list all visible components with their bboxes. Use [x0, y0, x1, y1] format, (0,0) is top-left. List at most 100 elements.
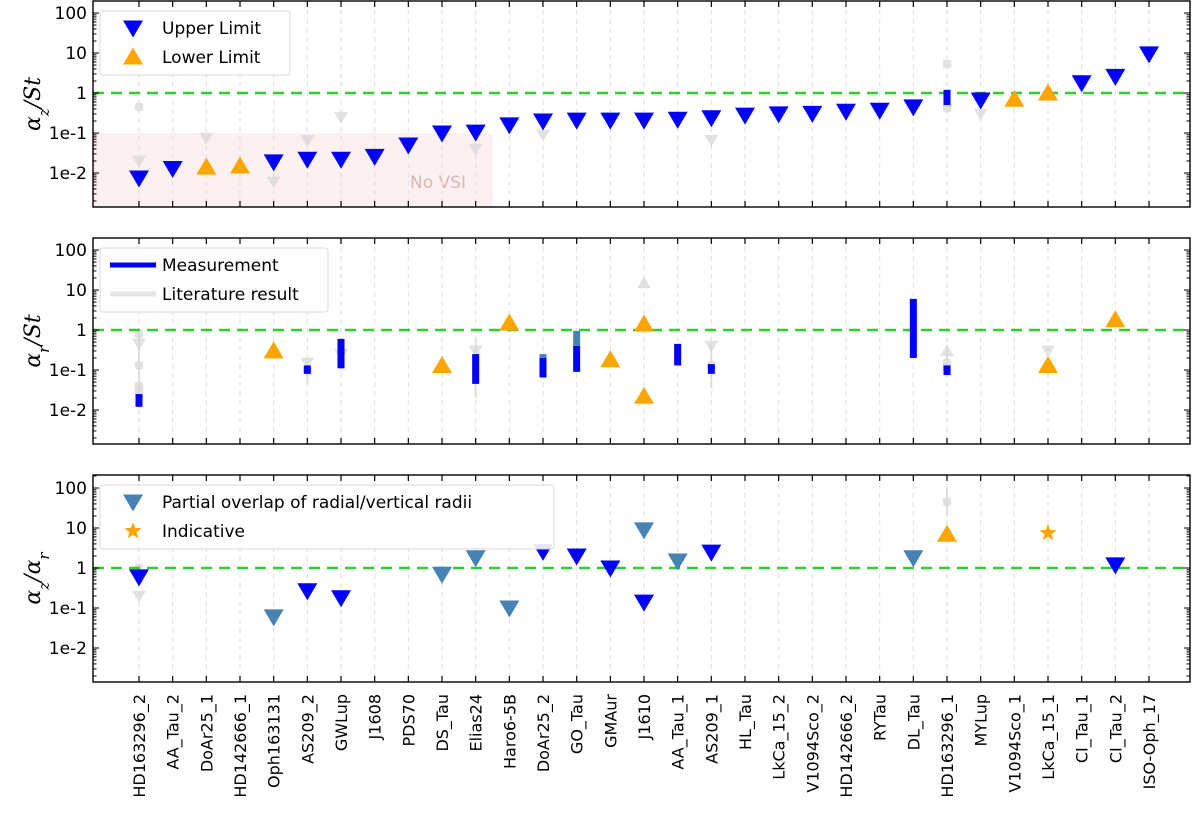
data-point-down: [364, 148, 385, 166]
measurement-bar: [472, 354, 480, 384]
data-point-up: [1038, 355, 1058, 373]
xtick-label: DoAr25_1: [197, 694, 217, 772]
measurement-bar: [135, 394, 143, 407]
xtick-label: MYLup: [972, 694, 991, 747]
xtick-label: HD142666_2: [837, 694, 857, 798]
literature-marker: [940, 344, 954, 357]
ytick-label: 10: [65, 44, 87, 64]
xtick-label: DoAr25_2: [534, 694, 554, 772]
legend-swatch-down: [123, 20, 143, 38]
axes-frame: [92, 474, 1191, 683]
no-vsi-region: [93, 133, 493, 207]
axes-frame: [92, 237, 1191, 445]
ytick-label: 1: [76, 559, 87, 579]
data-point-down: [162, 160, 183, 178]
xtick-label: DL_Tau: [904, 694, 924, 750]
data-point-up: [1004, 89, 1025, 107]
data-point-down: [297, 583, 318, 601]
legend-label: Literature result: [162, 285, 299, 305]
measurement-bar: [573, 345, 581, 372]
data-point-up: [230, 156, 250, 174]
literature-marker: [300, 357, 315, 370]
data-point-down: [566, 548, 587, 566]
measurement-bar: [909, 298, 917, 358]
literature-marker: [536, 129, 550, 142]
ytick-label: 100: [55, 241, 87, 261]
xtick-label: Haro6-5B: [500, 694, 519, 769]
literature-marker: [468, 143, 483, 156]
ytick-label: 1e-1: [49, 361, 87, 381]
data-point-down: [903, 550, 924, 568]
literature-marker: [132, 155, 146, 168]
data-point-down: [566, 112, 587, 130]
data-point-up: [937, 524, 957, 542]
literature-marker: [134, 386, 144, 396]
data-point-down: [465, 550, 486, 568]
xtick-label: CI_Tau_1: [1073, 694, 1093, 763]
legend-label: Partial overlap of radial/vertical radii: [162, 493, 472, 513]
no-vsi-label: No VSI: [410, 173, 466, 193]
xtick-label: HL_Tau: [736, 694, 756, 750]
data-point-down: [667, 111, 688, 129]
measurement-bar: [573, 330, 581, 346]
data-point-down: [1105, 557, 1126, 575]
data-point-up: [499, 313, 520, 331]
panel-3: 100 10 1 1e-1 1e-2 αz/αr Partial overlap of ra…: [21, 474, 1191, 798]
xtick-label: PDS70: [399, 694, 418, 746]
panel-1: No VSI 100 10 1 1e-1 1e-2 αz/St Upper Limit Lowe…: [21, 0, 1191, 208]
literature-marker: [973, 108, 988, 121]
legend-box: [99, 10, 291, 76]
panel-2: 100 10 1 1e-1 1e-2 αr/St Measurement Literature…: [21, 237, 1191, 445]
data-point-down: [129, 170, 149, 188]
ytick-label: 1e-2: [49, 401, 87, 421]
measurement-bar: [539, 357, 547, 378]
data-point-down: [836, 103, 856, 121]
data-point-down: [869, 102, 890, 120]
legend-box: [99, 484, 555, 550]
data-point-down: [600, 560, 621, 578]
literature-marker: [704, 340, 719, 353]
data-point-down: [533, 113, 553, 131]
measurement-bar: [539, 354, 547, 358]
measurement-bar: [707, 364, 715, 374]
data-point-down: [667, 553, 688, 571]
ytick-label: 10: [65, 281, 87, 301]
ytick-label: 1e-2: [49, 164, 87, 184]
data-point-up: [600, 350, 621, 368]
literature-marker: [134, 329, 144, 339]
literature-marker: [134, 102, 144, 112]
data-point-up: [432, 355, 452, 373]
data-point-down: [398, 137, 419, 155]
data-point-up: [634, 386, 654, 404]
measurement-bar: [943, 89, 951, 106]
data-point-down: [634, 594, 654, 612]
xtick-label: GO_Tau: [568, 694, 588, 754]
xtick-label: V1094Sco_2: [803, 694, 823, 793]
measurement-bar: [943, 365, 951, 375]
plot-area: [93, 475, 1190, 682]
measurement-bar: [337, 338, 345, 369]
xtick-label: RYTau: [871, 694, 890, 741]
data-point-down: [1071, 75, 1092, 93]
data-point-down: [970, 92, 991, 110]
data-point-down: [129, 569, 149, 587]
legend: Upper Limit Lower Limit: [99, 10, 291, 76]
ytick-label: 100: [55, 479, 87, 499]
xtick-label: AA_Tau_2: [164, 694, 184, 770]
literature-marker: [300, 134, 315, 147]
xtick-label: Oph163131: [265, 694, 284, 788]
data-point-down: [297, 151, 318, 169]
data-point-down: [634, 522, 654, 540]
xtick-label: AS209_1: [702, 694, 722, 764]
data-point-down: [634, 112, 654, 130]
xtick-label: LkCa_15_1: [1039, 694, 1059, 780]
xtick-label: DS_Tau: [433, 694, 453, 752]
literature-marker: [132, 590, 146, 603]
data-point-up: [196, 157, 217, 175]
literature-marker: [134, 361, 144, 370]
data-point-down: [1105, 68, 1126, 86]
xtick-label: HD142666_1: [231, 694, 251, 798]
ytick-label: 100: [55, 4, 87, 24]
data-point-up: [1105, 310, 1126, 328]
